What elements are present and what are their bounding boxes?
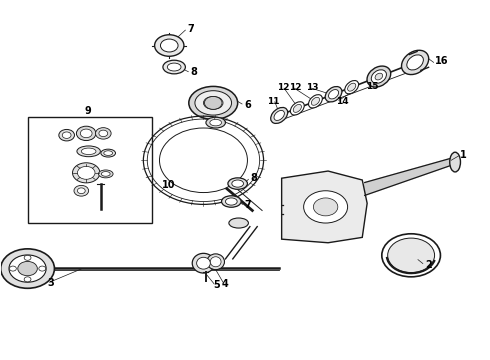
Polygon shape [282,171,367,243]
Circle shape [9,266,16,271]
Ellipse shape [210,120,221,126]
Circle shape [18,261,37,276]
Text: 15: 15 [366,82,379,91]
Circle shape [96,128,111,139]
Ellipse shape [232,180,244,187]
Circle shape [382,234,441,277]
Ellipse shape [291,102,304,115]
Text: 5: 5 [213,280,220,290]
Ellipse shape [229,218,248,228]
Ellipse shape [196,257,210,269]
Ellipse shape [206,117,225,128]
Text: 6: 6 [244,100,251,110]
Ellipse shape [325,86,342,102]
Ellipse shape [371,70,387,83]
Circle shape [73,163,100,183]
Circle shape [159,128,247,193]
Text: 14: 14 [336,96,348,105]
Circle shape [99,130,108,136]
Ellipse shape [163,60,185,74]
Circle shape [24,255,31,260]
Ellipse shape [450,152,461,172]
Ellipse shape [210,257,221,267]
Text: 1: 1 [460,150,467,160]
Ellipse shape [195,91,232,115]
Circle shape [77,188,85,194]
Ellipse shape [81,148,96,154]
Ellipse shape [104,151,113,156]
Ellipse shape [347,83,356,91]
Text: 11: 11 [267,96,279,105]
Text: 16: 16 [435,56,448,66]
Circle shape [77,166,95,179]
Text: 13: 13 [306,83,318,92]
Ellipse shape [189,86,238,120]
Ellipse shape [225,198,237,205]
Text: 10: 10 [162,180,175,190]
Text: 12: 12 [277,83,289,92]
Circle shape [304,191,347,223]
Ellipse shape [77,146,100,157]
Circle shape [74,185,89,196]
Circle shape [204,96,222,109]
Ellipse shape [192,253,215,273]
Circle shape [314,198,338,216]
Ellipse shape [221,196,241,207]
Ellipse shape [101,149,116,157]
Circle shape [24,277,31,282]
Ellipse shape [207,254,224,270]
Ellipse shape [401,50,429,75]
Circle shape [388,238,435,273]
Ellipse shape [101,172,110,176]
Ellipse shape [345,81,359,94]
Circle shape [39,266,46,271]
Ellipse shape [98,170,113,178]
Ellipse shape [270,107,288,123]
Ellipse shape [274,111,284,121]
Circle shape [80,129,92,138]
Text: 12: 12 [289,83,301,92]
Circle shape [9,255,46,282]
Ellipse shape [309,95,322,108]
Text: 7: 7 [244,200,251,210]
Circle shape [59,130,74,141]
Ellipse shape [375,73,383,80]
Ellipse shape [293,104,301,112]
Polygon shape [365,158,450,195]
Circle shape [62,132,71,138]
Text: 7: 7 [187,24,194,35]
Circle shape [155,35,184,56]
Text: 3: 3 [47,278,54,288]
Bar [27,117,152,223]
Text: 8: 8 [250,173,257,183]
Ellipse shape [328,90,339,99]
Circle shape [160,39,178,52]
Circle shape [0,249,54,288]
Text: 8: 8 [190,67,197,77]
Text: 2: 2 [425,260,432,270]
Ellipse shape [367,66,391,87]
Ellipse shape [407,55,423,70]
Text: 9: 9 [84,106,91,116]
Ellipse shape [311,97,319,105]
Circle shape [76,126,96,140]
Ellipse shape [228,178,247,189]
Ellipse shape [203,96,223,109]
Text: 4: 4 [222,279,229,289]
Ellipse shape [167,63,181,71]
